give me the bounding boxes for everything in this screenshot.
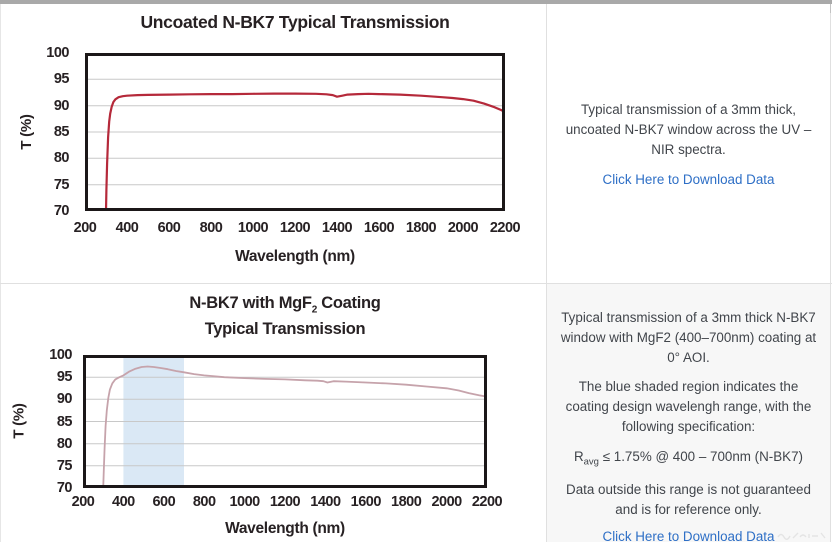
x-tick-label: 2200 [489,220,521,236]
description-text: Typical transmission of a 3mm thick, unc… [565,102,812,157]
uncoated-nbk7-chart: Uncoated N-BK7 Typical Transmission T (%… [0,4,546,283]
y-tick-label: 80 [56,435,73,452]
download-data-link[interactable]: Click Here to Download Data [602,529,775,544]
y-tick-label: 75 [53,176,70,193]
y-tick-label: 80 [53,150,70,167]
y-tick-label: 85 [56,413,73,430]
plot-area [83,355,488,489]
y-tick-label: 85 [53,124,70,140]
vertical-divider [546,4,547,542]
subscript-avg: avg [583,456,599,468]
horizontal-divider [0,283,832,284]
x-tick-label: 600 [157,220,181,236]
chart-title-line1: N-BK7 with MgF2 Coating [189,294,381,316]
y-tick-label: 95 [53,71,70,88]
x-tick-label: 200 [73,220,97,236]
subscript-2: 2 [311,304,318,316]
download-data-link[interactable]: Click Here to Download Data [602,171,775,187]
x-tick-label: 1800 [391,494,422,510]
x-tick-label: 800 [199,220,223,236]
description-text: Typical transmission of a 3mm thick N-BK… [560,310,817,365]
x-tick-label: 2000 [431,494,462,510]
x-tick-label: 400 [115,220,139,236]
x-tick-label: 1200 [269,494,301,510]
left-edge-border [0,4,1,542]
x-tick-label: 600 [152,494,176,510]
chart-title: N-BK7 with MgF2 Coating Typical Transmis… [83,294,487,338]
shaded-region-note: The blue shaded region indicates the coa… [565,379,812,435]
x-axis-ticks: 200 400 600 800 1000 1200 1400 1600 1800 2000 2200 [72,494,503,512]
disclaimer-text: Data outside this range is not guarantee… [566,481,811,517]
y-tick-label: 75 [56,457,73,474]
x-axis-label: Wavelength (nm) [225,520,345,537]
x-tick-label: 800 [192,494,216,510]
y-tick-label: 95 [56,369,73,386]
x-tick-label: 1600 [350,494,382,510]
top-border-bar [0,0,832,4]
x-tick-label: 1000 [229,494,260,510]
y-tick-label: 70 [56,480,73,496]
x-tick-label: 1600 [363,220,395,236]
chart-title-line2: Typical Transmission [204,319,366,338]
x-tick-label: 200 [71,494,95,510]
y-tick-label: 100 [49,347,72,363]
x-axis-ticks: 200 400 600 800 1000 1200 1400 1600 1800 2000 2200 [74,220,521,238]
x-tick-label: 1400 [310,494,341,510]
reflectance-spec: Ravg ≤ 1.75% @ 400 – 700nm (N-BK7) [573,448,804,468]
x-tick-label: 2000 [447,220,479,236]
mgf2-coated-nbk7-chart: N-BK7 with MgF2 Coating Typical Transmis… [0,284,546,542]
chart-title: Uncoated N-BK7 Typical Transmission [140,12,450,32]
y-axis-ticks: 70 75 80 85 90 95 100 [23,45,70,219]
x-tick-label: 1800 [405,220,437,236]
right-edge-border [830,4,831,542]
y-axis-ticks: 70 75 80 85 90 95 100 [26,347,73,496]
x-tick-label: 400 [112,494,135,510]
x-tick-label: 1400 [321,220,353,236]
y-tick-label: 100 [46,45,69,61]
watermark-artifact [777,532,826,540]
x-tick-label: 1000 [237,220,269,236]
y-tick-label: 70 [53,203,70,219]
x-tick-label: 2200 [471,494,503,510]
coated-description-panel: Typical transmission of a 3mm thick N-BK… [547,284,830,544]
x-axis-label: Wavelength (nm) [235,248,355,265]
y-tick-label: 90 [53,97,70,114]
x-tick-label: 1200 [279,220,311,236]
uncoated-description-panel: Typical transmission of a 3mm thick, unc… [547,4,830,283]
plot-area [85,53,507,213]
y-tick-label: 90 [56,391,73,408]
